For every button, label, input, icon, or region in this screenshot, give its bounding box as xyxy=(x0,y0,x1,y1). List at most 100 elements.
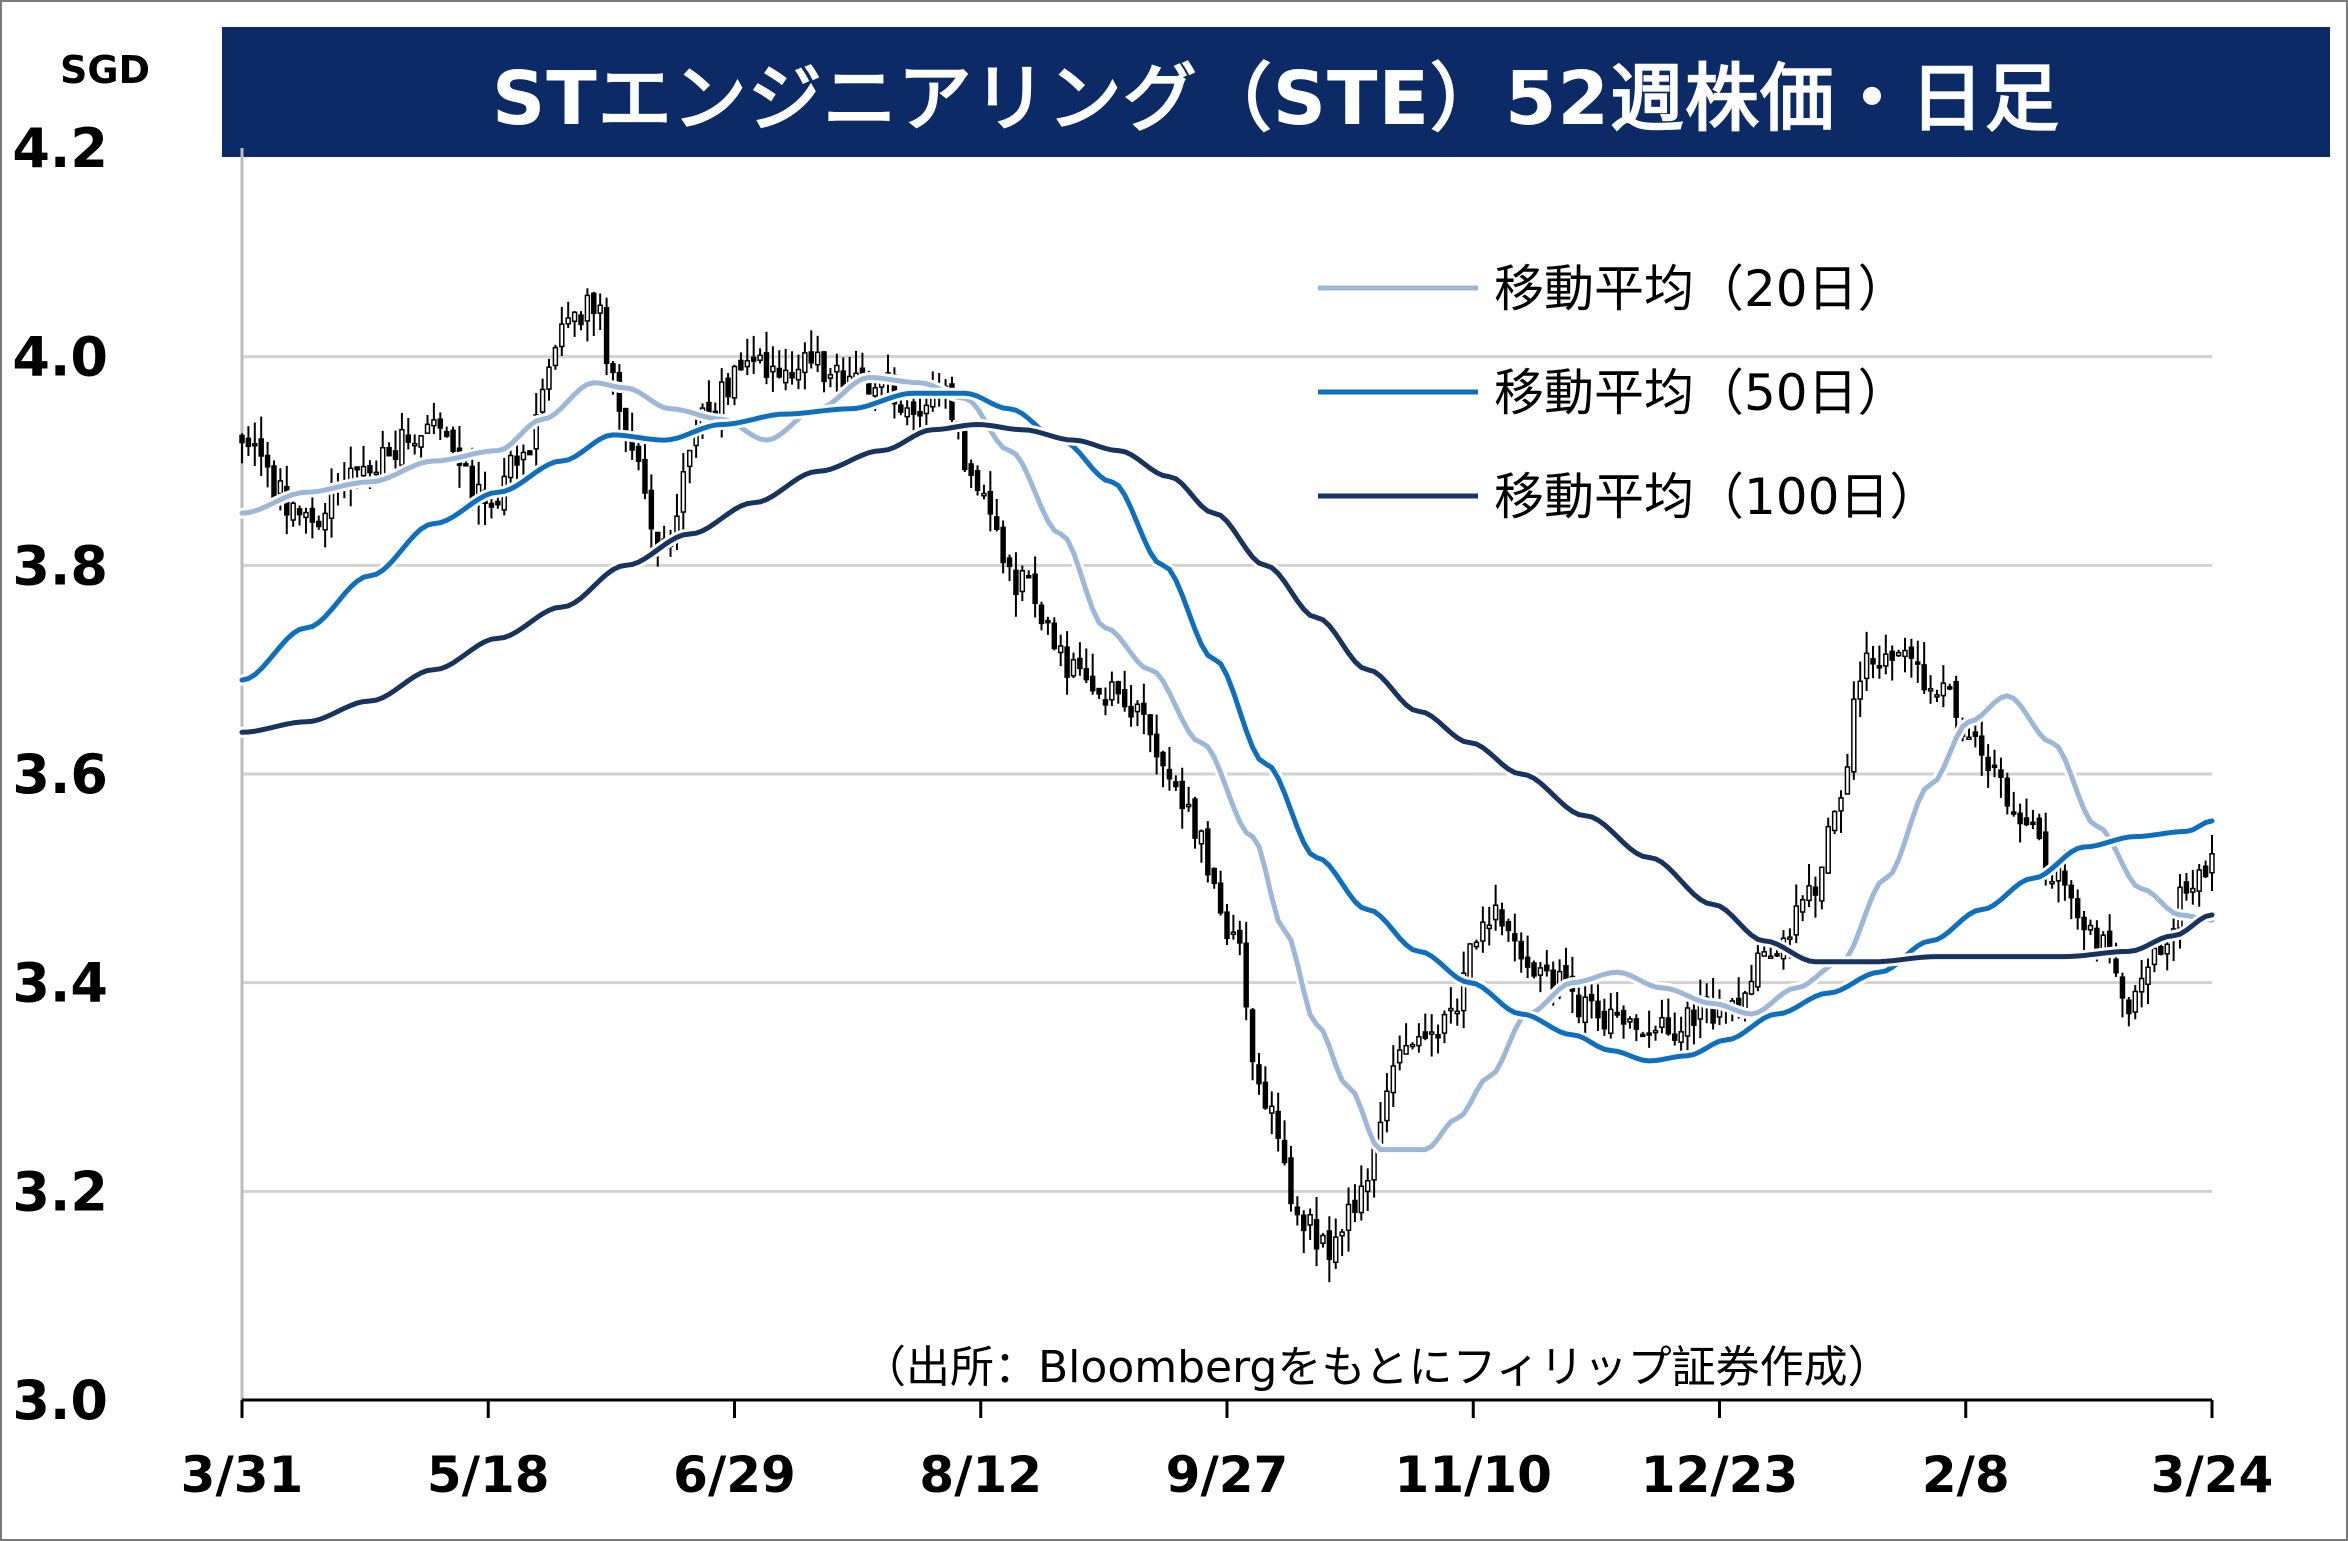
candle-body xyxy=(1934,694,1940,698)
gridlines xyxy=(242,355,2212,1193)
candle-body xyxy=(1390,1065,1397,1094)
candle-body xyxy=(591,292,597,315)
candle-body xyxy=(2196,869,2202,892)
candle-body xyxy=(2074,898,2081,919)
candle-body xyxy=(898,404,904,413)
candle-body xyxy=(2209,853,2215,874)
candle-body xyxy=(520,451,527,461)
candle-body xyxy=(974,469,981,492)
candle-body xyxy=(546,366,552,390)
y-axis-unit: SGD xyxy=(60,48,151,92)
x-tick-label: 5/18 xyxy=(427,1446,550,1504)
candle-body xyxy=(2030,821,2036,826)
candle-body xyxy=(2190,887,2196,893)
candle-body xyxy=(1633,1018,1640,1030)
candle-body xyxy=(981,492,987,497)
candle-body xyxy=(1927,688,1934,692)
candle-body xyxy=(1230,931,1237,936)
candle-body xyxy=(1761,951,1767,957)
candle-body xyxy=(1486,924,1492,930)
candle-body xyxy=(1902,649,1908,658)
candle-body xyxy=(731,365,738,399)
candle-body xyxy=(1448,1007,1454,1012)
candle-body xyxy=(488,502,495,508)
candle-body xyxy=(527,450,533,456)
candle-body xyxy=(2145,966,2151,986)
candle-body xyxy=(1908,646,1915,659)
candle-body xyxy=(2113,958,2119,974)
candle-body xyxy=(1339,1231,1345,1237)
candle-body xyxy=(1211,867,1217,885)
candle-body xyxy=(507,454,514,479)
candle-body xyxy=(718,381,725,419)
candle-body xyxy=(706,401,712,413)
candle-body xyxy=(1243,942,1249,1008)
candle-body xyxy=(1953,680,1959,718)
candle-body xyxy=(1428,1031,1435,1035)
candle-body xyxy=(1153,733,1160,758)
candle-body xyxy=(1441,1013,1448,1034)
candle-body xyxy=(322,512,328,531)
candle-body xyxy=(1576,994,1582,1018)
candle-body xyxy=(252,443,258,447)
candle-body xyxy=(1985,756,1991,772)
candle-body xyxy=(725,377,731,398)
candle-body xyxy=(1460,972,1467,1012)
candle-body xyxy=(1083,668,1090,681)
y-tick-label: 3.2 xyxy=(12,1160,108,1223)
candle-body xyxy=(802,352,808,374)
candle-body xyxy=(1473,941,1480,948)
candle-body xyxy=(1313,1219,1320,1250)
candle-body xyxy=(443,431,450,437)
candle-body xyxy=(245,437,252,448)
candle-body xyxy=(1767,955,1774,960)
candle-body xyxy=(271,465,277,499)
legend-label-ma20: 移動平均（20日） xyxy=(1494,260,1908,318)
candle-body xyxy=(2017,812,2023,825)
candle-body xyxy=(431,419,437,427)
candle-body xyxy=(1128,705,1134,718)
candle-body xyxy=(360,465,367,477)
candle-body xyxy=(1550,969,1556,990)
candle-body xyxy=(1915,661,1921,665)
title-bar: STエンジニアリング（STE）52週株価・日足 xyxy=(222,27,2330,157)
candle-body xyxy=(1294,1206,1301,1216)
candle-body xyxy=(1844,766,1851,795)
x-tick-label: 2/8 xyxy=(1922,1446,2010,1504)
candle-body xyxy=(1371,1146,1377,1181)
candle-body xyxy=(1512,933,1518,942)
candle-body xyxy=(1537,967,1544,976)
candle-body xyxy=(1806,885,1812,902)
candle-body xyxy=(1109,681,1115,701)
candle-body xyxy=(1345,1203,1352,1231)
candle-body xyxy=(1492,904,1499,921)
candle-body xyxy=(239,434,245,444)
candle-body xyxy=(1876,665,1883,669)
candle-body xyxy=(1691,1009,1697,1026)
candle-body xyxy=(987,490,994,515)
candle-body xyxy=(1185,803,1192,808)
candle-body xyxy=(1102,699,1109,706)
candle-body xyxy=(1000,526,1006,564)
candle-body xyxy=(1173,781,1179,788)
candle-body xyxy=(1045,619,1051,624)
legend-label-ma100: 移動平均（100日） xyxy=(1494,468,1939,526)
candle-body xyxy=(1384,1090,1390,1122)
candle-body xyxy=(1288,1157,1294,1205)
x-tick-label: 11/10 xyxy=(1395,1446,1552,1504)
candle-body xyxy=(1326,1230,1333,1261)
candle-body xyxy=(642,458,648,494)
candle-body xyxy=(680,471,687,513)
source-note-text: （出所：Bloombergをもとにフィリップ証券作成） xyxy=(862,1342,1892,1393)
x-tick-label: 12/23 xyxy=(1641,1446,1798,1504)
candle-body xyxy=(1134,703,1141,713)
candle-body xyxy=(635,445,642,462)
candle-body xyxy=(2119,976,2126,999)
candle-body xyxy=(770,365,776,373)
candle-body xyxy=(1422,1031,1429,1039)
candle-body xyxy=(1179,780,1185,810)
candle-body xyxy=(2177,886,2183,929)
y-tick-label: 4.0 xyxy=(12,326,108,389)
y-axis: 4.2 4.0 3.8 3.6 3.4 3.2 3.0 xyxy=(12,117,244,1432)
